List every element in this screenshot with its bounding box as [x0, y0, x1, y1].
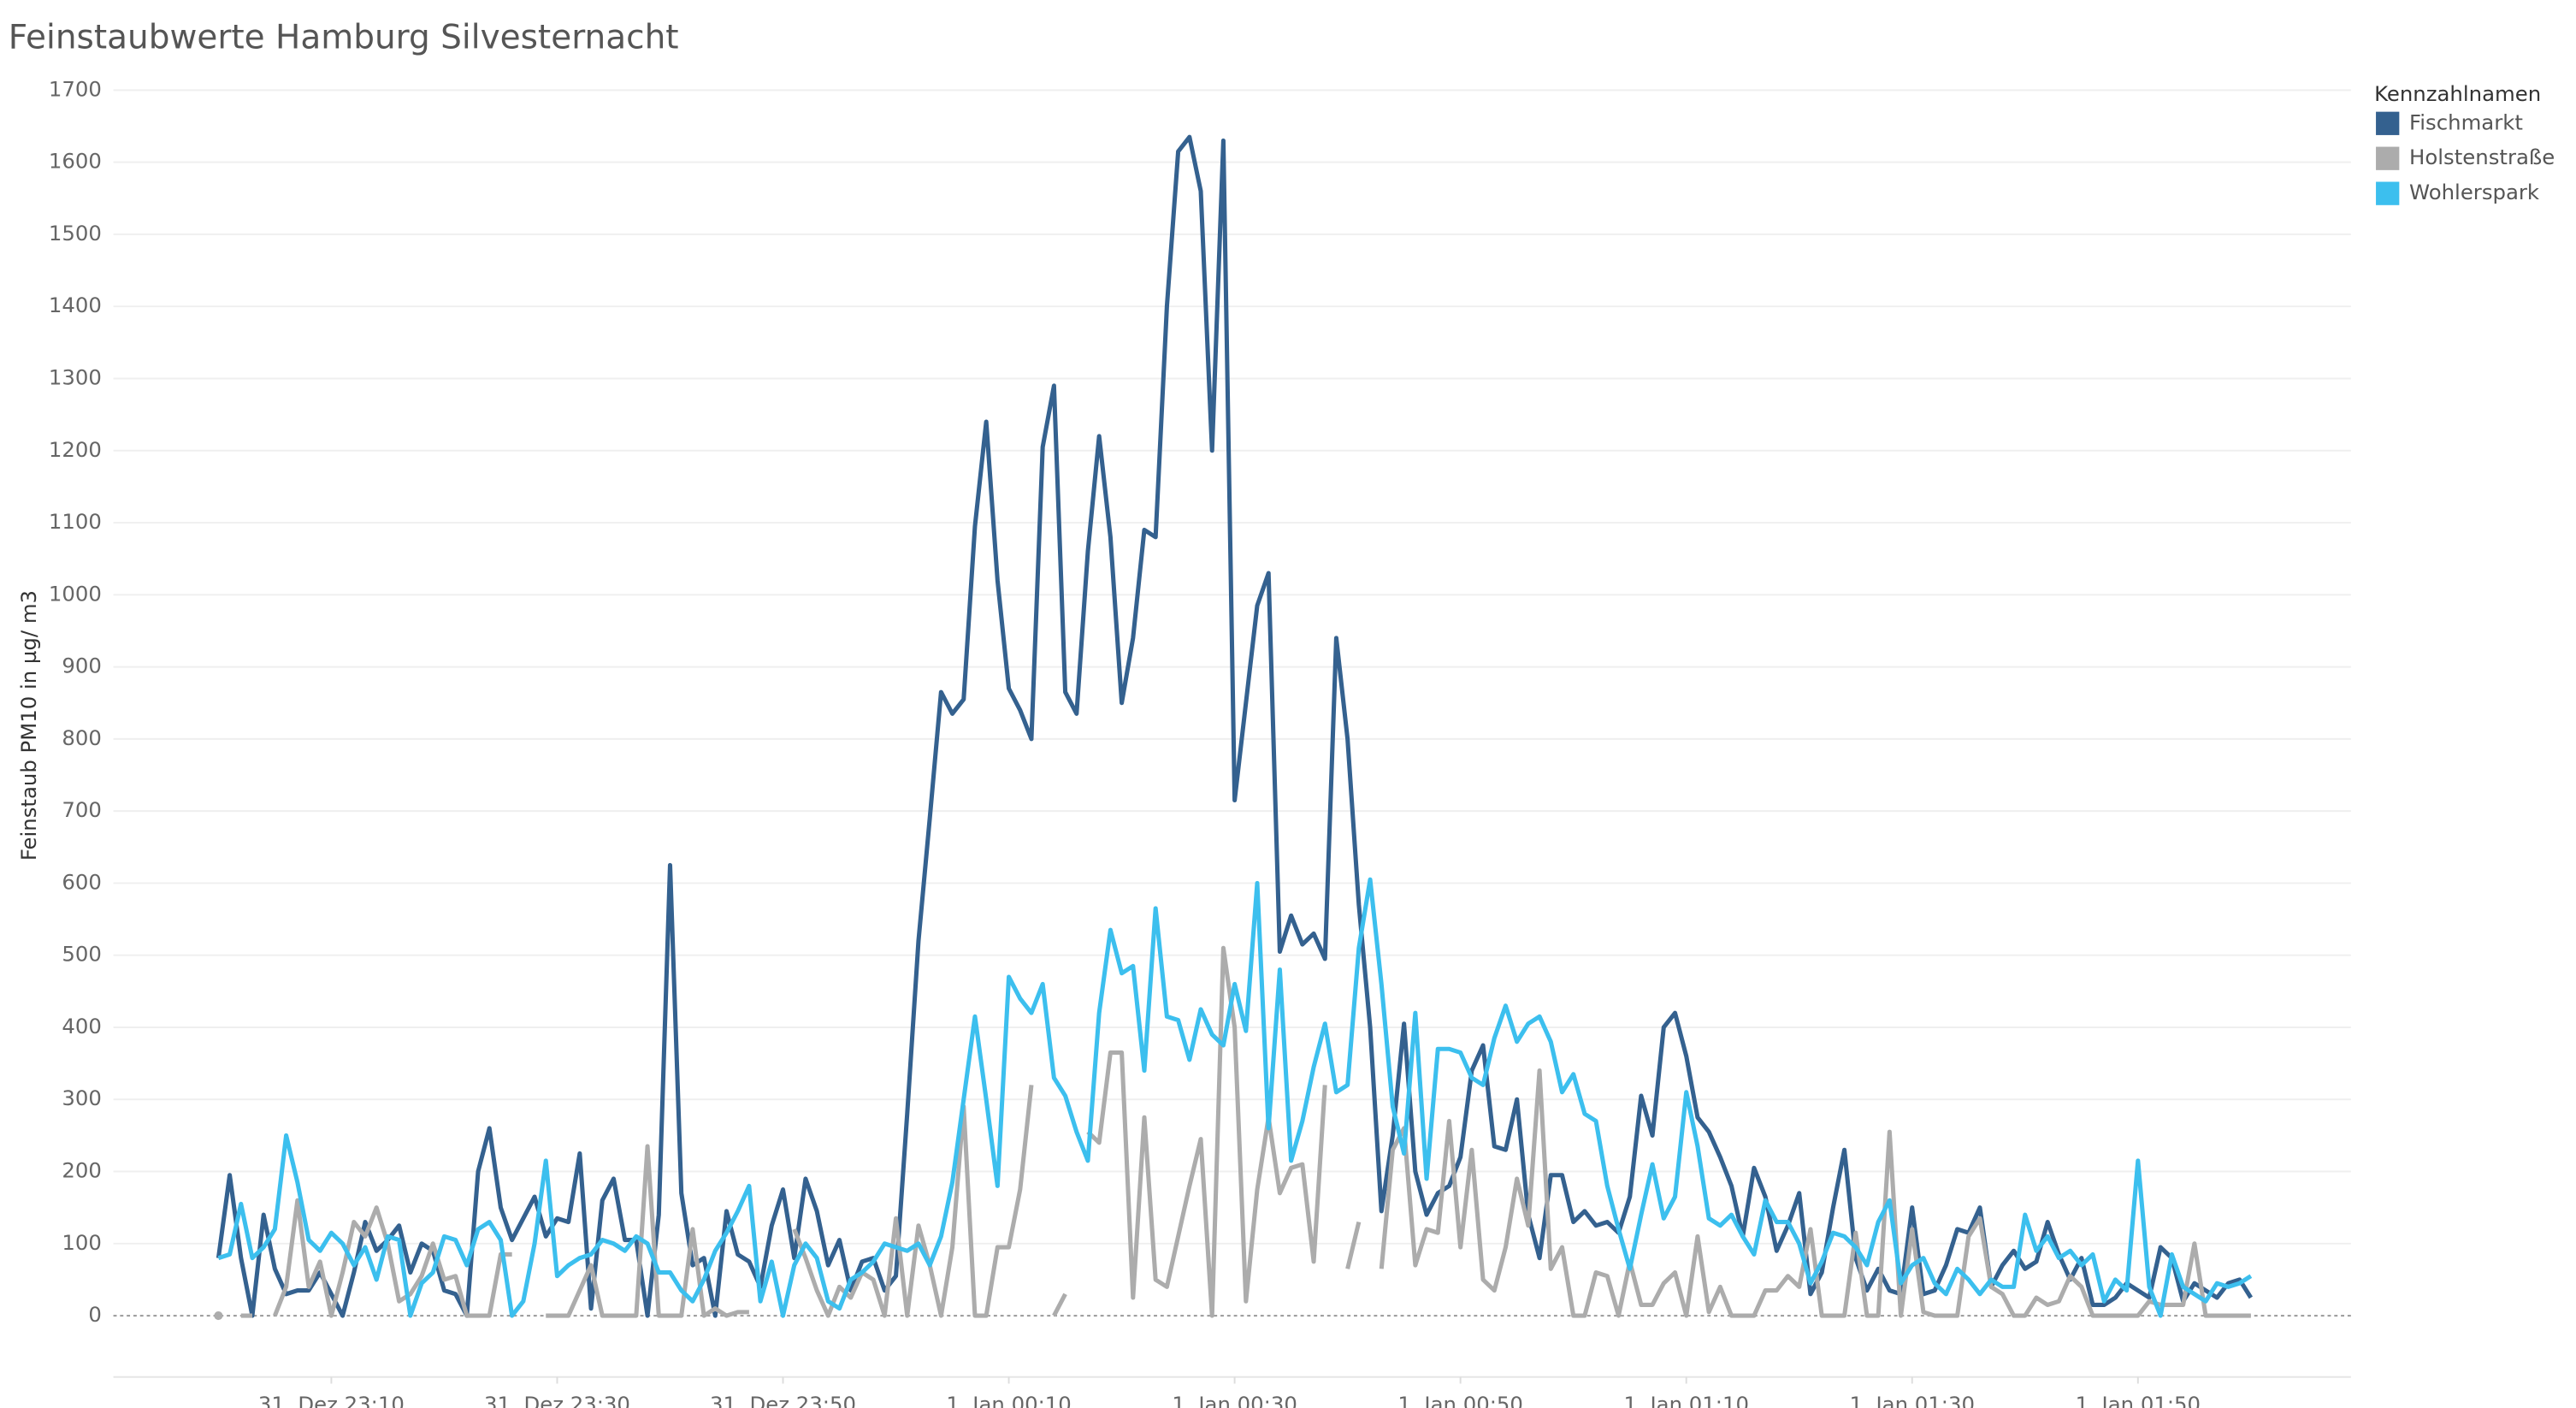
- legend-label: Wohlerspark: [2409, 180, 2540, 204]
- legend-title: Kennzahlnamen: [2374, 81, 2541, 106]
- legend-swatch: [2376, 111, 2400, 135]
- y-tick-label: 1600: [49, 149, 102, 174]
- series-line: [240, 945, 2251, 1318]
- x-tick-label: 1. Jan 01:30: [1850, 1392, 1975, 1408]
- y-tick-label: 300: [62, 1086, 102, 1110]
- y-tick-label: 1300: [49, 364, 102, 389]
- y-tick-label: 700: [62, 797, 102, 822]
- y-tick-label: 0: [88, 1302, 102, 1327]
- legend-label: Holstenstraße: [2409, 145, 2555, 169]
- legend-label: Fischmarkt: [2409, 109, 2523, 134]
- y-tick-label: 400: [62, 1014, 102, 1038]
- y-tick-label: 1000: [49, 581, 102, 606]
- x-tick-label: 31. Dez 23:10: [258, 1392, 405, 1408]
- x-tick-label: 1. Jan 00:30: [1172, 1392, 1297, 1408]
- x-tick-label: 1. Jan 00:10: [946, 1392, 1071, 1408]
- y-tick-label: 800: [62, 725, 102, 750]
- y-tick-label: 200: [62, 1158, 102, 1183]
- x-tick-label: 31. Dez 23:50: [710, 1392, 856, 1408]
- legend-swatch: [2376, 181, 2400, 205]
- x-tick-label: 1. Jan 01:50: [2076, 1392, 2201, 1408]
- y-tick-label: 1700: [49, 76, 102, 101]
- series-line: [217, 877, 2253, 1318]
- y-tick-label: 1200: [49, 437, 102, 462]
- y-tick-label: 500: [62, 942, 102, 967]
- y-tick-label: 600: [62, 869, 102, 894]
- line-point: [214, 1311, 223, 1321]
- y-axis-title: Feinstaub PM10 in µg/ m3: [16, 590, 41, 861]
- y-tick-label: 100: [62, 1230, 102, 1255]
- x-tick-label: 1. Jan 00:50: [1397, 1392, 1522, 1408]
- x-tick-label: 1. Jan 01:10: [1623, 1392, 1748, 1408]
- legend-swatch: [2376, 146, 2400, 170]
- x-tick-label: 31. Dez 23:30: [484, 1392, 630, 1408]
- series-line: [216, 134, 2253, 1318]
- y-tick-label: 1400: [49, 293, 102, 317]
- y-tick-label: 1100: [49, 509, 102, 534]
- chart-title: Feinstaubwerte Hamburg Silvesternacht: [9, 19, 679, 57]
- y-tick-label: 900: [62, 654, 102, 678]
- y-tick-label: 1500: [49, 221, 102, 246]
